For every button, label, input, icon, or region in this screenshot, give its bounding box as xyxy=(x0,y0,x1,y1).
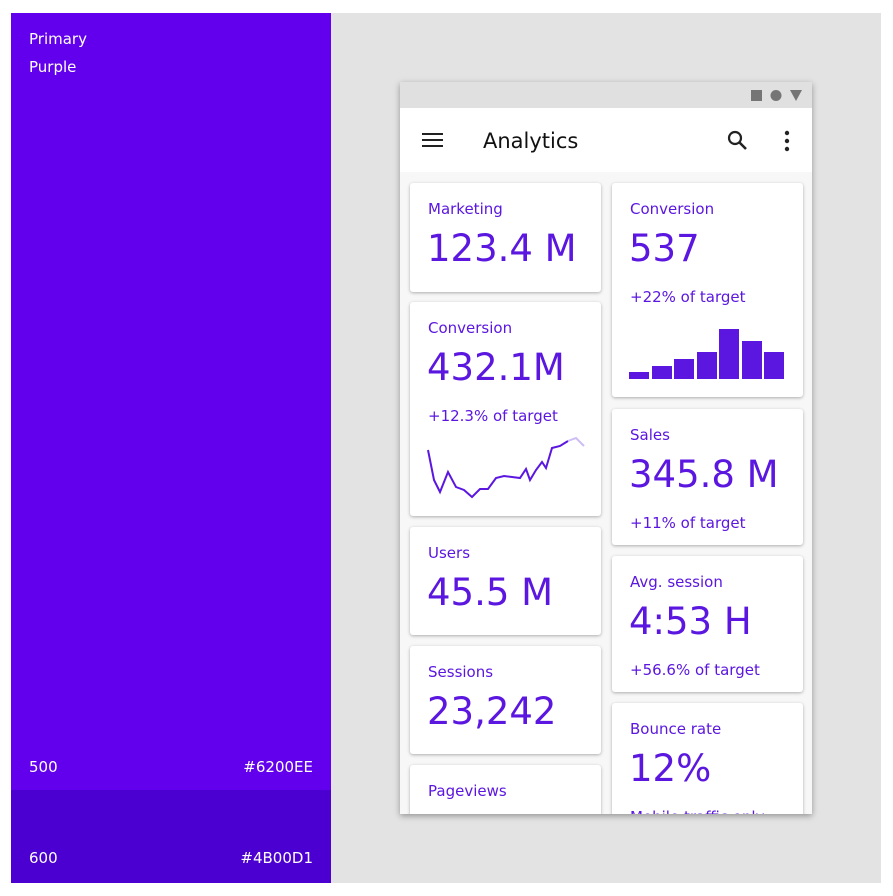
card-value: 123.4 M xyxy=(427,227,577,270)
app-bar: Analytics xyxy=(400,108,812,172)
card-label: Marketing xyxy=(428,200,503,218)
card-label: Pageviews xyxy=(428,782,507,800)
card-note: +11% of target xyxy=(630,514,746,532)
shade-name: 500 xyxy=(29,758,58,776)
card-note: Mobile traffic only xyxy=(630,808,764,814)
swatch-main xyxy=(11,13,331,790)
card-label: Avg. session xyxy=(630,573,723,591)
card-value: 432.1M xyxy=(427,346,565,389)
swatch-dark xyxy=(11,790,331,883)
card-note: +22% of target xyxy=(630,288,746,306)
stat-card[interactable]: Avg. session 4:53 H +56.6% of target xyxy=(612,556,803,692)
card-label: Bounce rate xyxy=(630,720,722,738)
card-label: Users xyxy=(428,544,471,562)
card-label: Sessions xyxy=(428,663,494,681)
stat-card[interactable]: Sessions 23,242 xyxy=(410,646,601,754)
stat-card[interactable]: Marketing 123.4 M xyxy=(410,183,601,292)
stat-card[interactable]: Sales 345.8 M +11% of target xyxy=(612,409,803,545)
card-value: 4:53 H xyxy=(629,600,752,643)
swatch-title: Primary xyxy=(29,30,87,48)
stat-card[interactable]: Conversion 432.1M +12.3% of target xyxy=(410,302,601,516)
card-note: +56.6% of target xyxy=(630,661,760,679)
mini-bar-chart xyxy=(629,329,784,379)
status-bar xyxy=(400,82,812,108)
card-value: 345.8 M xyxy=(629,453,779,496)
sparkline xyxy=(427,436,585,499)
stat-card[interactable]: Bounce rate 12% Mobile traffic only xyxy=(612,703,803,814)
card-value: 45.5 M xyxy=(427,571,554,614)
status-icons xyxy=(751,90,802,101)
more-icon[interactable] xyxy=(783,130,791,152)
card-label: Conversion xyxy=(630,200,715,218)
swatch-subtitle: Purple xyxy=(29,58,77,76)
stat-card[interactable]: Conversion 537 +22% of target xyxy=(612,183,803,397)
menu-icon[interactable] xyxy=(422,132,444,148)
shade-hex: #6200EE xyxy=(243,758,313,776)
phone: Analytics Marketing 123.4 M Conversion 432.… xyxy=(400,82,812,814)
card-value: 537 xyxy=(629,227,700,270)
shade-name: 600 xyxy=(29,849,58,867)
stat-card[interactable]: Pageviews xyxy=(410,765,601,814)
card-note: +12.3% of target xyxy=(428,407,558,425)
app-title: Analytics xyxy=(483,129,579,153)
card-label: Sales xyxy=(630,426,670,444)
card-label: Conversion xyxy=(428,319,513,337)
shade-hex: #4B00D1 xyxy=(240,849,313,867)
card-value: 12% xyxy=(629,747,712,790)
card-value: 23,242 xyxy=(427,690,557,733)
search-icon[interactable] xyxy=(727,130,749,152)
stat-card[interactable]: Users 45.5 M xyxy=(410,527,601,635)
